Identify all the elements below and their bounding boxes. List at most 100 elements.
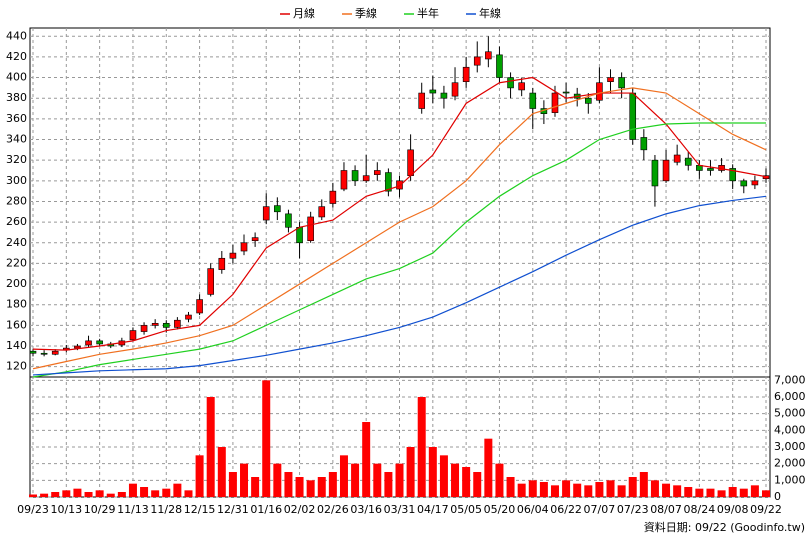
- volume-bar: [606, 480, 615, 497]
- legend-label: 半年: [417, 6, 439, 20]
- candle-body: [196, 299, 203, 314]
- y2-tick-label: 0: [774, 490, 781, 503]
- candle-body: [207, 268, 214, 295]
- candle-body: [751, 180, 759, 186]
- volume-bar: [728, 487, 737, 497]
- volume-bar: [106, 493, 115, 497]
- x-tick-label: 02/26: [317, 503, 349, 516]
- volume-bar: [240, 463, 249, 497]
- volume-bar: [351, 463, 360, 497]
- candle-body: [307, 216, 314, 242]
- x-tick-label: 06/04: [517, 503, 549, 516]
- volume-bar: [217, 447, 226, 497]
- volume-bar: [29, 494, 37, 497]
- volume-bar: [339, 455, 348, 497]
- candle-body: [318, 206, 326, 218]
- x-tick-label: 11/13: [117, 503, 149, 516]
- volume-bar: [328, 472, 337, 497]
- volume-bar: [195, 455, 204, 497]
- volume-bar: [151, 490, 160, 497]
- volume-bar: [228, 472, 237, 497]
- volume-bar: [417, 397, 426, 497]
- candle-body: [684, 157, 692, 166]
- candle-body: [585, 97, 592, 104]
- x-tick-label: 09/08: [717, 503, 749, 516]
- candle-body: [85, 340, 92, 346]
- y-tick-label: 320: [6, 153, 27, 166]
- volume-bar: [184, 490, 193, 497]
- volume-bar: [295, 477, 304, 497]
- volume-bar: [84, 492, 93, 497]
- volume-bar: [140, 487, 149, 497]
- candle-body: [74, 345, 81, 349]
- y-tick-label: 400: [6, 71, 27, 84]
- candle-body: [251, 237, 259, 242]
- volume-bar: [506, 477, 515, 497]
- volume-bar: [62, 490, 71, 497]
- ma-line: [32, 195, 767, 376]
- y-tick-label: 360: [6, 112, 27, 125]
- volume-bar: [73, 488, 82, 497]
- y2-tick-label: 1,000: [774, 473, 806, 486]
- volume-bar: [439, 455, 448, 497]
- candle-body: [551, 92, 559, 113]
- volume-bar: [40, 493, 49, 497]
- y2-tick-label: 2,000: [774, 457, 806, 470]
- candle-body: [274, 205, 281, 213]
- x-tick-label: 02/02: [284, 503, 316, 516]
- candle-body: [140, 325, 148, 332]
- x-tick-label: 05/20: [484, 503, 516, 516]
- candle-body: [418, 92, 426, 109]
- footer: 資料日期: 09/22 (Goodinfo.tw): [644, 520, 805, 534]
- y-tick-label: 120: [6, 360, 27, 373]
- x-tick-label: 01/16: [250, 503, 282, 516]
- volume-bar: [317, 477, 326, 497]
- candle-body: [473, 56, 481, 66]
- candle-body: [485, 51, 492, 60]
- legend-label: 季線: [355, 6, 377, 20]
- y-tick-label: 140: [6, 339, 27, 352]
- x-tick-label: 03/31: [384, 503, 416, 516]
- ma-line: [32, 122, 766, 378]
- candle-body: [385, 172, 392, 192]
- y-tick-label: 280: [6, 194, 27, 207]
- candle-body: [129, 330, 137, 341]
- legend-label: 年線: [479, 6, 501, 20]
- volume-bar: [517, 483, 526, 497]
- y-tick-label: 340: [6, 133, 27, 146]
- volume-bar: [128, 483, 137, 497]
- x-tick-label: 05/05: [450, 503, 482, 516]
- candle-body: [240, 242, 248, 252]
- volume-bar: [662, 483, 671, 497]
- y2-tick-label: 4,000: [774, 423, 806, 436]
- candle-body: [96, 340, 103, 345]
- candle-body: [29, 350, 37, 354]
- candle-body: [396, 180, 403, 190]
- y-tick-label: 160: [6, 318, 27, 331]
- x-tick-label: 09/22: [750, 503, 782, 516]
- candle-body: [740, 180, 748, 187]
- y2-tick-label: 7,000: [774, 373, 806, 386]
- candle-body: [529, 92, 537, 109]
- candle-body: [51, 350, 59, 355]
- volume-bar: [284, 472, 293, 497]
- x-tick-label: 08/24: [684, 503, 716, 516]
- volume-bar: [273, 463, 282, 497]
- volume-bar: [473, 472, 482, 497]
- volume-bar: [573, 483, 582, 497]
- candle-body: [429, 89, 437, 94]
- volume-bar: [206, 397, 215, 497]
- y2-tick-label: 3,000: [774, 440, 806, 453]
- candle-body: [185, 314, 192, 320]
- candle-body: [707, 168, 714, 171]
- volume-bar: [406, 447, 415, 497]
- candle-body: [596, 82, 603, 101]
- candle-body: [618, 77, 625, 89]
- volume-bar: [595, 482, 604, 497]
- volume-bar: [362, 422, 371, 497]
- y2-tick-label: 5,000: [774, 407, 806, 420]
- candle-body: [496, 54, 503, 78]
- volume-bar: [739, 488, 748, 497]
- volume-bar: [639, 472, 648, 497]
